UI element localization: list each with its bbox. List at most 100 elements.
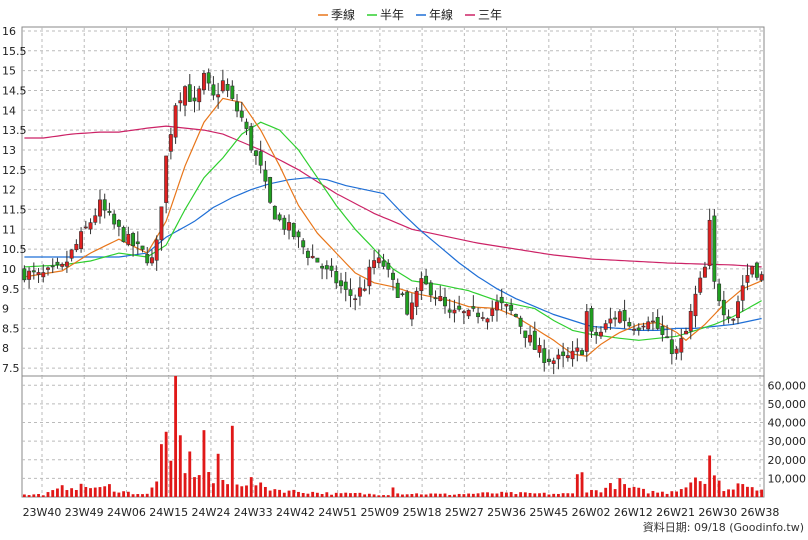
volume-bar <box>178 435 182 497</box>
price-tick-label: 7.5 <box>2 362 20 375</box>
candle-body <box>50 265 55 268</box>
volume-bar <box>188 451 192 497</box>
volume-bar <box>453 494 456 497</box>
price-tick-label: 8 <box>2 342 9 355</box>
ma-three-year-line <box>24 125 762 268</box>
candle-body <box>268 177 273 203</box>
volume-bar <box>301 492 305 497</box>
candle-body <box>258 151 263 166</box>
candle-body <box>731 318 736 321</box>
candle-body <box>669 339 674 355</box>
candle-body <box>291 222 296 237</box>
candle-body <box>64 261 69 267</box>
candle-body <box>485 318 490 323</box>
volume-bar <box>434 493 437 497</box>
candle-body <box>159 206 164 241</box>
x-tick-label: 25W45 <box>529 506 568 519</box>
volume-bar <box>79 483 83 497</box>
volume-bar <box>334 492 338 497</box>
x-tick-label: 25W18 <box>403 506 442 519</box>
candle-body <box>31 270 36 273</box>
candle-body <box>598 331 603 337</box>
candle-body <box>69 249 74 259</box>
candle-body <box>740 285 745 301</box>
volume-bar <box>93 487 97 497</box>
volume-bar <box>150 487 154 497</box>
candle-body <box>452 309 457 314</box>
candle-body <box>192 97 197 102</box>
price-tick-label: 14.5 <box>2 84 27 97</box>
price-tick-label: 16 <box>2 25 16 38</box>
x-tick-label: 24W15 <box>149 506 188 519</box>
volume-bar <box>731 489 735 497</box>
volume-bar <box>727 489 730 497</box>
price-axis: 7.5 8 8.5 9 9.5 10 10.5 11 11.5 12 12.5 13 13.5 14 14.… <box>2 25 27 375</box>
x-tick-label: 24W24 <box>192 506 231 519</box>
volume-bar <box>637 487 641 497</box>
candle-body <box>702 266 707 278</box>
candle-body <box>556 354 561 360</box>
volume-bar <box>353 492 357 497</box>
volume-bar <box>32 494 36 497</box>
volume-bar <box>202 430 206 497</box>
candle-body <box>154 239 159 261</box>
candle-body <box>537 345 542 353</box>
volume-bar <box>712 475 716 497</box>
volume-bar <box>349 493 352 497</box>
volume-bar <box>386 495 390 497</box>
volume-bar <box>741 484 745 497</box>
volume-bar <box>608 483 612 497</box>
volume-bar <box>51 490 55 497</box>
volume-bar <box>514 494 518 497</box>
volume-bar <box>500 491 504 497</box>
volume-bar <box>377 495 381 497</box>
candle-body <box>339 280 343 287</box>
candle-body <box>206 72 211 84</box>
volume-bar <box>297 491 300 497</box>
volume-bar <box>509 492 513 497</box>
volume-bar <box>590 489 593 497</box>
volume-bar <box>675 491 678 497</box>
x-tick-label: 24W06 <box>107 506 146 519</box>
candle-body <box>310 255 315 259</box>
volume-bar <box>396 493 400 497</box>
volume-bar <box>703 483 707 497</box>
volume-bar <box>467 493 471 497</box>
candle-body <box>490 308 495 316</box>
volume-bar <box>211 483 215 497</box>
volume-bar <box>145 493 149 497</box>
candle-body <box>650 320 655 323</box>
volume-bar <box>41 495 45 497</box>
volume-bar <box>372 494 376 497</box>
volume-bar <box>325 492 329 497</box>
volume-bar <box>174 376 178 497</box>
candle-body <box>551 360 556 364</box>
volume-bar <box>70 488 74 497</box>
candle-body <box>36 272 41 275</box>
candle-body <box>754 262 759 278</box>
candle-body <box>305 250 310 258</box>
volume-bar <box>391 487 395 497</box>
candle-body <box>168 134 173 152</box>
volume-bar <box>613 489 617 497</box>
candle-body <box>140 245 145 250</box>
volume-bar <box>694 477 697 497</box>
candle-body <box>632 328 636 331</box>
volume-bar <box>736 483 740 497</box>
candle-body <box>584 311 589 352</box>
volume-bar <box>542 492 546 497</box>
volume-bar <box>495 493 499 497</box>
candle-body <box>249 126 254 151</box>
volume-bar <box>750 487 754 497</box>
candle-body <box>447 309 452 313</box>
candle-body <box>405 291 410 315</box>
x-tick-label: 24W51 <box>318 506 357 519</box>
candle-body <box>580 350 584 355</box>
volume-axis: 10,000 20,000 30,000 40,000 50,000 60,000 <box>768 379 807 485</box>
volume-bar <box>410 494 414 497</box>
volume-bar <box>226 484 230 497</box>
volume-bar <box>112 491 116 497</box>
volume-panel: 10,000 20,000 30,000 40,000 50,000 60,000 <box>21 375 807 498</box>
candle-body <box>613 317 618 320</box>
